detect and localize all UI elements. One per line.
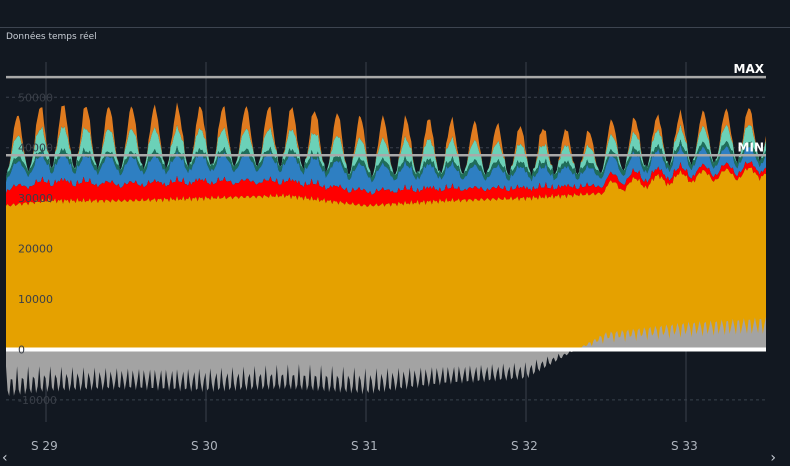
series-area-peak xyxy=(6,102,766,178)
series-area-gas xyxy=(6,161,766,207)
chart-subtitle: Données temps réel xyxy=(6,32,97,42)
previous-period-button[interactable]: ‹ xyxy=(2,450,8,466)
top-divider xyxy=(0,27,790,28)
y-tick-label: 0 xyxy=(18,343,25,356)
x-tick-label: S 29 xyxy=(31,439,58,453)
x-tick-label: S 33 xyxy=(671,439,698,453)
y-tick-label: -10000 xyxy=(18,394,57,407)
min-label: MIN xyxy=(738,140,764,154)
reference-lines: MAX MIN xyxy=(6,62,766,157)
x-tick-label: S 30 xyxy=(191,439,218,453)
x-tick-label: S 32 xyxy=(511,439,538,453)
series-area-nuclear xyxy=(6,167,766,350)
y-tick-label: 40000 xyxy=(18,142,53,155)
y-tick-label: 20000 xyxy=(18,243,53,256)
y-tick-label: 30000 xyxy=(18,192,53,205)
y-tick-label: 10000 xyxy=(18,293,53,306)
y-tick-label: 50000 xyxy=(18,91,53,104)
series-area-exchanges xyxy=(6,316,766,397)
area-series xyxy=(6,102,766,397)
series-area-solar xyxy=(6,124,766,178)
y-axis-labels: 50000 40000 30000 20000 10000 0 -10000 xyxy=(18,91,57,407)
x-axis-labels: S 29 S 30 S 31 S 32 S 33 xyxy=(31,439,698,453)
next-period-button[interactable]: › xyxy=(770,450,776,466)
max-label: MAX xyxy=(734,62,765,76)
series-area-hydro xyxy=(6,144,766,195)
x-tick-label: S 31 xyxy=(351,439,378,453)
